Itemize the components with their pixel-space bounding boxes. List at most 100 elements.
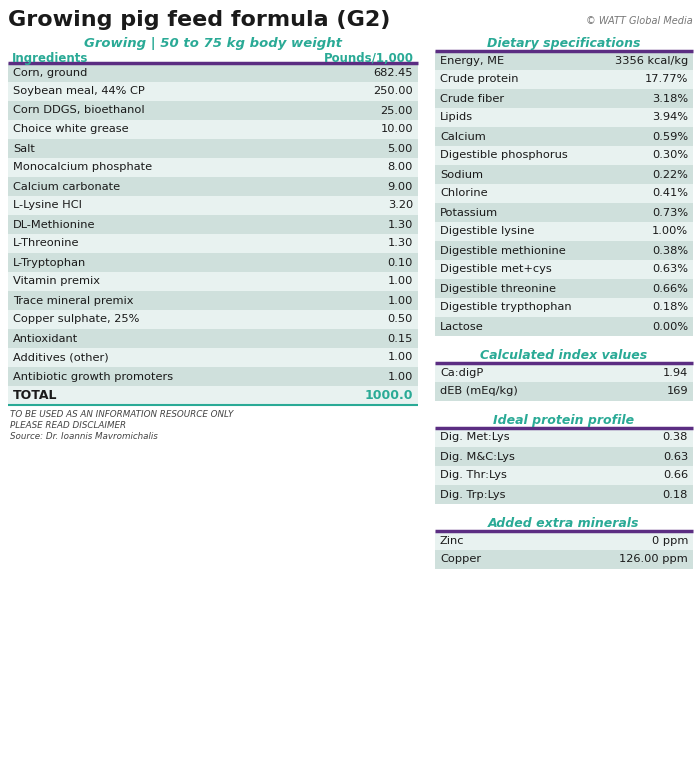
Text: Potassium: Potassium xyxy=(440,207,498,217)
Text: Corn DDGS, bioethanol: Corn DDGS, bioethanol xyxy=(13,105,145,115)
Text: 0.59%: 0.59% xyxy=(652,132,688,142)
Text: 1.00: 1.00 xyxy=(388,296,413,306)
Text: PLEASE READ DISCLAIMER: PLEASE READ DISCLAIMER xyxy=(10,421,126,430)
Text: 0.18%: 0.18% xyxy=(652,303,688,313)
Text: Corn, ground: Corn, ground xyxy=(13,67,88,77)
Bar xyxy=(435,382,693,401)
Bar xyxy=(435,531,693,550)
Text: Vitamin premix: Vitamin premix xyxy=(13,276,100,286)
Text: 0.63: 0.63 xyxy=(663,451,688,461)
Text: Additives (other): Additives (other) xyxy=(13,352,108,362)
Text: Growing | 50 to 75 kg body weight: Growing | 50 to 75 kg body weight xyxy=(84,37,342,50)
Text: L-Tryptophan: L-Tryptophan xyxy=(13,258,86,268)
Bar xyxy=(8,139,418,158)
Text: 0.50: 0.50 xyxy=(388,314,413,324)
Text: Digestible threonine: Digestible threonine xyxy=(440,283,556,293)
Text: DL-Methionine: DL-Methionine xyxy=(13,220,95,230)
Text: Digestible trypthophan: Digestible trypthophan xyxy=(440,303,572,313)
Text: 0.00%: 0.00% xyxy=(652,321,688,331)
Bar xyxy=(8,215,418,234)
Bar xyxy=(435,298,693,317)
Text: 169: 169 xyxy=(666,386,688,396)
Text: Energy, ME: Energy, ME xyxy=(440,56,504,66)
Bar xyxy=(8,348,418,367)
Text: Dietary specifications: Dietary specifications xyxy=(487,37,640,50)
Bar xyxy=(435,241,693,260)
Bar xyxy=(435,108,693,127)
Text: Dig. Thr:Lys: Dig. Thr:Lys xyxy=(440,471,507,481)
Bar xyxy=(8,367,418,386)
Bar xyxy=(435,447,693,466)
Text: 25.00: 25.00 xyxy=(381,105,413,115)
Text: Dig. Trp:Lys: Dig. Trp:Lys xyxy=(440,489,505,499)
Bar xyxy=(8,234,418,253)
Text: 0.15: 0.15 xyxy=(388,334,413,344)
Bar xyxy=(8,329,418,348)
Bar xyxy=(8,196,418,215)
Text: Digestible phosphorus: Digestible phosphorus xyxy=(440,150,568,160)
Text: 3356 kcal/kg: 3356 kcal/kg xyxy=(615,56,688,66)
Text: 1.30: 1.30 xyxy=(388,238,413,248)
Text: 10.00: 10.00 xyxy=(380,125,413,135)
Text: Pounds/1,000: Pounds/1,000 xyxy=(324,52,414,65)
Text: Trace mineral premix: Trace mineral premix xyxy=(13,296,134,306)
Text: Lactose: Lactose xyxy=(440,321,484,331)
Bar xyxy=(8,101,418,120)
Text: Zinc: Zinc xyxy=(440,536,465,546)
Bar xyxy=(435,70,693,89)
Text: Calculated index values: Calculated index values xyxy=(480,349,648,362)
Bar xyxy=(435,51,693,70)
Text: 0 ppm: 0 ppm xyxy=(652,536,688,546)
Text: 1.00%: 1.00% xyxy=(652,227,688,237)
Bar xyxy=(8,386,418,405)
Text: Monocalcium phosphate: Monocalcium phosphate xyxy=(13,163,152,173)
Text: 0.18: 0.18 xyxy=(663,489,688,499)
Text: 0.38: 0.38 xyxy=(663,433,688,443)
Bar xyxy=(435,89,693,108)
Text: © WATT Global Media: © WATT Global Media xyxy=(587,16,693,26)
Text: TO BE USED AS AN INFORMATION RESOURCE ONLY: TO BE USED AS AN INFORMATION RESOURCE ON… xyxy=(10,410,233,419)
Bar xyxy=(435,184,693,203)
Bar xyxy=(435,485,693,504)
Bar xyxy=(8,253,418,272)
Text: Growing pig feed formula (G2): Growing pig feed formula (G2) xyxy=(8,10,391,30)
Text: Crude protein: Crude protein xyxy=(440,74,519,84)
Bar xyxy=(435,127,693,146)
Text: 0.63%: 0.63% xyxy=(652,265,688,275)
Text: L-Threonine: L-Threonine xyxy=(13,238,80,248)
Bar xyxy=(8,310,418,329)
Text: Dig. Met:Lys: Dig. Met:Lys xyxy=(440,433,510,443)
Text: 3.18%: 3.18% xyxy=(652,94,688,104)
Text: TOTAL: TOTAL xyxy=(13,389,57,402)
Bar xyxy=(8,177,418,196)
Text: Dig. M&C:Lys: Dig. M&C:Lys xyxy=(440,451,515,461)
Text: 250.00: 250.00 xyxy=(373,87,413,97)
Text: Chlorine: Chlorine xyxy=(440,189,488,198)
Bar xyxy=(8,272,418,291)
Text: Antibiotic growth promoters: Antibiotic growth promoters xyxy=(13,372,173,382)
Text: 9.00: 9.00 xyxy=(388,181,413,191)
Text: 0.66: 0.66 xyxy=(663,471,688,481)
Text: 1.00: 1.00 xyxy=(388,352,413,362)
Text: Calcium carbonate: Calcium carbonate xyxy=(13,181,120,191)
Bar xyxy=(435,363,693,382)
Text: L-Lysine HCl: L-Lysine HCl xyxy=(13,200,82,211)
Text: 0.73%: 0.73% xyxy=(652,207,688,217)
Text: Salt: Salt xyxy=(13,143,35,153)
Text: 8.00: 8.00 xyxy=(388,163,413,173)
Bar xyxy=(435,550,693,569)
Bar xyxy=(435,317,693,336)
Text: Source: Dr. Ioannis Mavromichalis: Source: Dr. Ioannis Mavromichalis xyxy=(10,432,158,441)
Text: Antioxidant: Antioxidant xyxy=(13,334,78,344)
Text: 1.00: 1.00 xyxy=(388,276,413,286)
Text: Digestible met+cys: Digestible met+cys xyxy=(440,265,552,275)
Bar xyxy=(435,146,693,165)
Text: 0.30%: 0.30% xyxy=(652,150,688,160)
Bar xyxy=(435,279,693,298)
Text: 17.77%: 17.77% xyxy=(645,74,688,84)
Text: 5.00: 5.00 xyxy=(388,143,413,153)
Text: Ideal protein profile: Ideal protein profile xyxy=(494,414,635,427)
Bar xyxy=(435,260,693,279)
Bar xyxy=(435,203,693,222)
Text: Crude fiber: Crude fiber xyxy=(440,94,504,104)
